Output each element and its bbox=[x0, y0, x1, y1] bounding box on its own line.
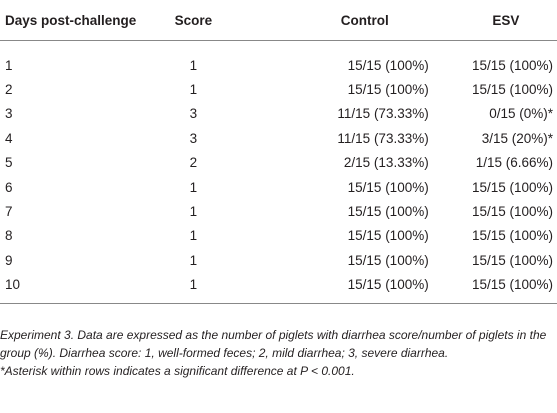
footnote-description: Experiment 3. Data are expressed as the … bbox=[0, 328, 547, 360]
cell-day: 5 bbox=[5, 155, 13, 171]
table-row: 7 1 15/15 (100%) 15/15 (100%) bbox=[0, 199, 557, 223]
header-score: Score bbox=[165, 0, 222, 41]
table-row: 2 1 15/15 (100%) 15/15 (100%) bbox=[0, 77, 557, 101]
header-control: Control bbox=[221, 0, 429, 41]
cell-day: 10 bbox=[0, 272, 166, 304]
cell-score: 1 bbox=[189, 252, 198, 268]
table-header-row: Days post-challenge Score Control ESV bbox=[0, 0, 557, 41]
cell-control: 15/15 (100%) bbox=[347, 82, 429, 98]
header-days-post-challenge: Days post-challenge bbox=[0, 0, 166, 41]
cell-control: 15/15 (100%) bbox=[347, 204, 429, 220]
cell-control: 15/15 (100%) bbox=[347, 228, 429, 244]
cell-score: 3 bbox=[189, 130, 198, 146]
table-row: 5 2 2/15 (13.33%) 1/15 (6.66%) bbox=[0, 151, 557, 175]
cell-day: 4 bbox=[5, 130, 13, 146]
table-row: 3 3 11/15 (73.33%) 0/15 (0%)* bbox=[0, 102, 557, 126]
table-row: 9 1 15/15 (100%) 15/15 (100%) bbox=[0, 248, 557, 272]
cell-day: 7 bbox=[5, 204, 13, 220]
cell-esv: 15/15 (100%) bbox=[471, 252, 553, 268]
cell-control: 11/15 (73.33%) bbox=[337, 106, 429, 122]
cell-esv: 15/15 (100%) bbox=[471, 82, 553, 98]
cell-esv: 15/15 (100%) bbox=[471, 179, 553, 195]
cell-day: 6 bbox=[5, 179, 13, 195]
cell-day: 3 bbox=[5, 106, 13, 122]
cell-control: 2/15 (13.33%) bbox=[343, 155, 429, 171]
cell-day: 2 bbox=[5, 82, 13, 98]
cell-score: 1 bbox=[189, 82, 198, 98]
cell-control: 15/15 (100%) bbox=[221, 272, 429, 304]
cell-esv: 15/15 (100%) bbox=[471, 204, 553, 220]
cell-day: 8 bbox=[5, 228, 13, 244]
header-esv-label: ESV bbox=[492, 12, 520, 28]
table-row: 1 1 15/15 (100%) 15/15 (100%) bbox=[0, 41, 557, 78]
cell-day: 9 bbox=[5, 252, 13, 268]
cell-esv: 1/15 (6.66%) bbox=[475, 155, 553, 171]
cell-control: 15/15 (100%) bbox=[347, 179, 429, 195]
cell-score: 1 bbox=[189, 204, 198, 220]
header-esv: ESV bbox=[428, 0, 557, 41]
cell-score: 1 bbox=[189, 57, 198, 73]
table-row: 4 3 11/15 (73.33%) 3/15 (20%)* bbox=[0, 126, 557, 150]
cell-esv: 0/15 (0%)* bbox=[489, 106, 553, 122]
footnote-significance: *Asterisk within rows indicates a signif… bbox=[0, 364, 355, 378]
table-footnote: Experiment 3. Data are expressed as the … bbox=[0, 327, 552, 381]
cell-esv: 3/15 (20%)* bbox=[481, 130, 553, 146]
cell-control: 15/15 (100%) bbox=[347, 57, 429, 73]
cell-score: 2 bbox=[189, 155, 198, 171]
results-table: Days post-challenge Score Control ESV 1 … bbox=[0, 0, 557, 304]
cell-esv: 15/15 (100%) bbox=[471, 57, 553, 73]
table-row: 8 1 15/15 (100%) 15/15 (100%) bbox=[0, 224, 557, 248]
results-table-container: Days post-challenge Score Control ESV 1 … bbox=[0, 0, 557, 304]
cell-score: 1 bbox=[189, 179, 198, 195]
cell-esv: 15/15 (100%) bbox=[428, 272, 557, 304]
cell-score: 1 bbox=[165, 272, 222, 304]
cell-control: 11/15 (73.33%) bbox=[337, 130, 429, 146]
cell-score: 1 bbox=[189, 228, 198, 244]
table-row: 6 1 15/15 (100%) 15/15 (100%) bbox=[0, 175, 557, 199]
cell-control: 15/15 (100%) bbox=[347, 252, 429, 268]
cell-day: 1 bbox=[5, 57, 13, 73]
cell-esv: 15/15 (100%) bbox=[471, 228, 553, 244]
cell-score: 3 bbox=[189, 106, 198, 122]
table-row: 10 1 15/15 (100%) 15/15 (100%) bbox=[0, 272, 557, 304]
